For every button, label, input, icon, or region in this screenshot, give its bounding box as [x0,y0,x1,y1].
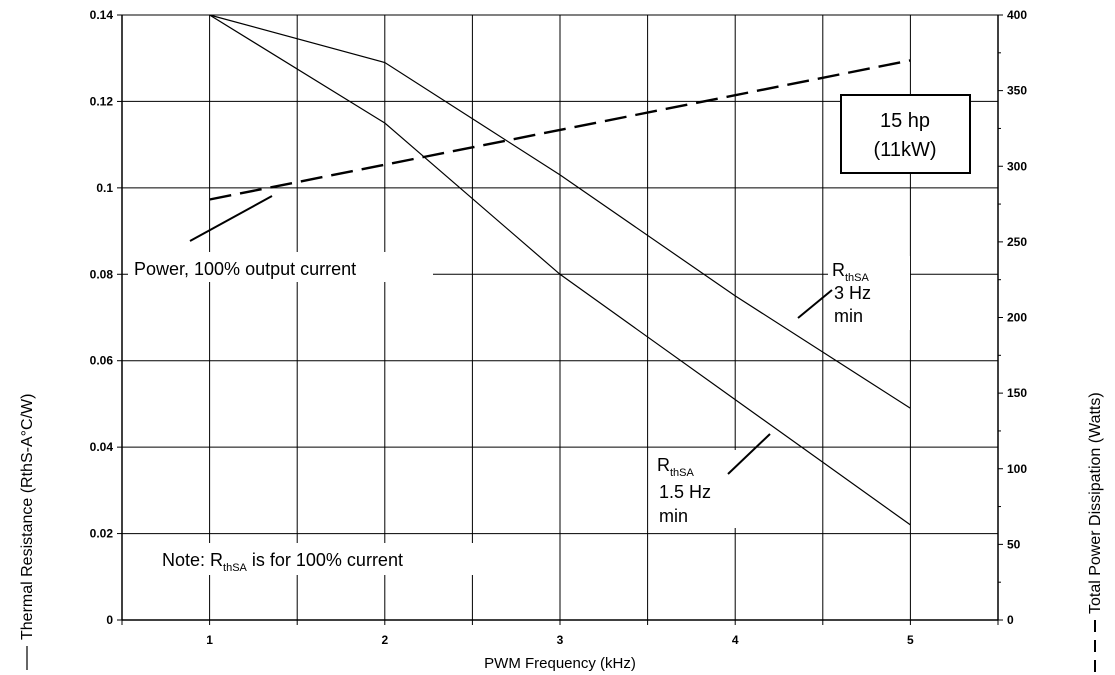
right-tick-label: 300 [1007,159,1027,173]
left-tick-label: 0.1 [96,181,113,195]
left-tick-label: 0.12 [90,94,114,108]
left-axis-title-text: Thermal Resistance (RthS-A°C/W) [19,394,36,640]
rthsa-15hz-leader [727,433,771,475]
rthsa-15hz-label: RthSA [657,455,695,479]
right-tick-label: 200 [1007,311,1027,325]
power-leader-line [189,195,273,242]
hp-box-line2: (11kW) [874,139,937,161]
rthsa-3hz-line2: 3 Hz [834,283,871,303]
hp-box-frame [840,94,971,174]
power-annotation: Power, 100% output current [128,195,433,282]
x-tick-label: 4 [732,633,739,647]
left-tick-label: 0.06 [90,354,114,368]
rthsa-3hz-r: R [832,260,845,280]
rthsa-15hz-r: R [657,455,670,475]
rthsa-15hz-sub: thSA [670,467,695,479]
left-tick-label: 0.14 [90,8,114,22]
x-axis-title: PWM Frequency (kHz) [484,655,636,672]
rthsa-3hz-annotation: RthSA 3 Hz min [797,256,910,330]
left-tick-label: 0.08 [90,267,114,281]
x-tick-label: 1 [206,633,213,647]
left-axis-title: Thermal Resistance (RthS-A°C/W) [19,394,36,670]
hp-box-line1: 15 hp [880,110,930,132]
right-tick-label: 150 [1007,386,1027,400]
note-annotation: Note: RthSA is for 100% current [156,543,486,575]
note-bg [156,543,486,575]
left-tick-label: 0.04 [90,440,114,454]
right-tick-label: 50 [1007,537,1021,551]
right-tick-label: 400 [1007,8,1027,22]
right-tick-label: 350 [1007,84,1027,98]
right-tick-label: 250 [1007,235,1027,249]
note-suffix: is for 100% current [247,550,403,570]
rthsa-3hz-bg [828,256,910,330]
right-tick-label: 0 [1007,613,1014,627]
right-axis-title: Total Power Dissipation (Watts) [1087,392,1104,672]
rthsa-15hz-line3: min [659,506,688,526]
x-tick-label: 5 [907,633,914,647]
note-text: Note: RthSA is for 100% current [162,550,403,574]
power-label: Power, 100% output current [134,259,356,279]
right-tick-label: 100 [1007,462,1027,476]
rthsa-3hz-leader [797,289,833,319]
left-tick-label: 0 [106,613,113,627]
series-lines [209,14,911,526]
rthsa-3hz-sub: thSA [845,272,870,284]
tick-labels: 1 2 3 4 500.020.040.060.080.10.120.140501001… [90,8,1028,647]
rthsa-15hz-annotation: RthSA 1.5 Hz min [654,433,771,528]
note-sub: thSA [223,562,248,574]
rthsa-3hz-label: RthSA [832,260,870,284]
x-tick-label: 2 [381,633,388,647]
x-tick-label: 3 [557,633,564,647]
note-prefix: Note: R [162,550,223,570]
axes [117,14,1003,625]
rthsa-3hz-line [209,14,911,409]
rthsa-15hz-line2: 1.5 Hz [659,482,711,502]
rthsa-15hz-line [209,14,911,526]
power-dissipation-line [209,59,911,201]
right-axis-title-text: Total Power Dissipation (Watts) [1087,392,1104,614]
rthsa-15hz-bg [654,450,740,528]
left-tick-label: 0.02 [90,527,114,541]
rthsa-3hz-line3: min [834,306,863,326]
hp-box: 15 hp (11kW) [840,94,971,174]
power-label-bg [128,252,433,282]
